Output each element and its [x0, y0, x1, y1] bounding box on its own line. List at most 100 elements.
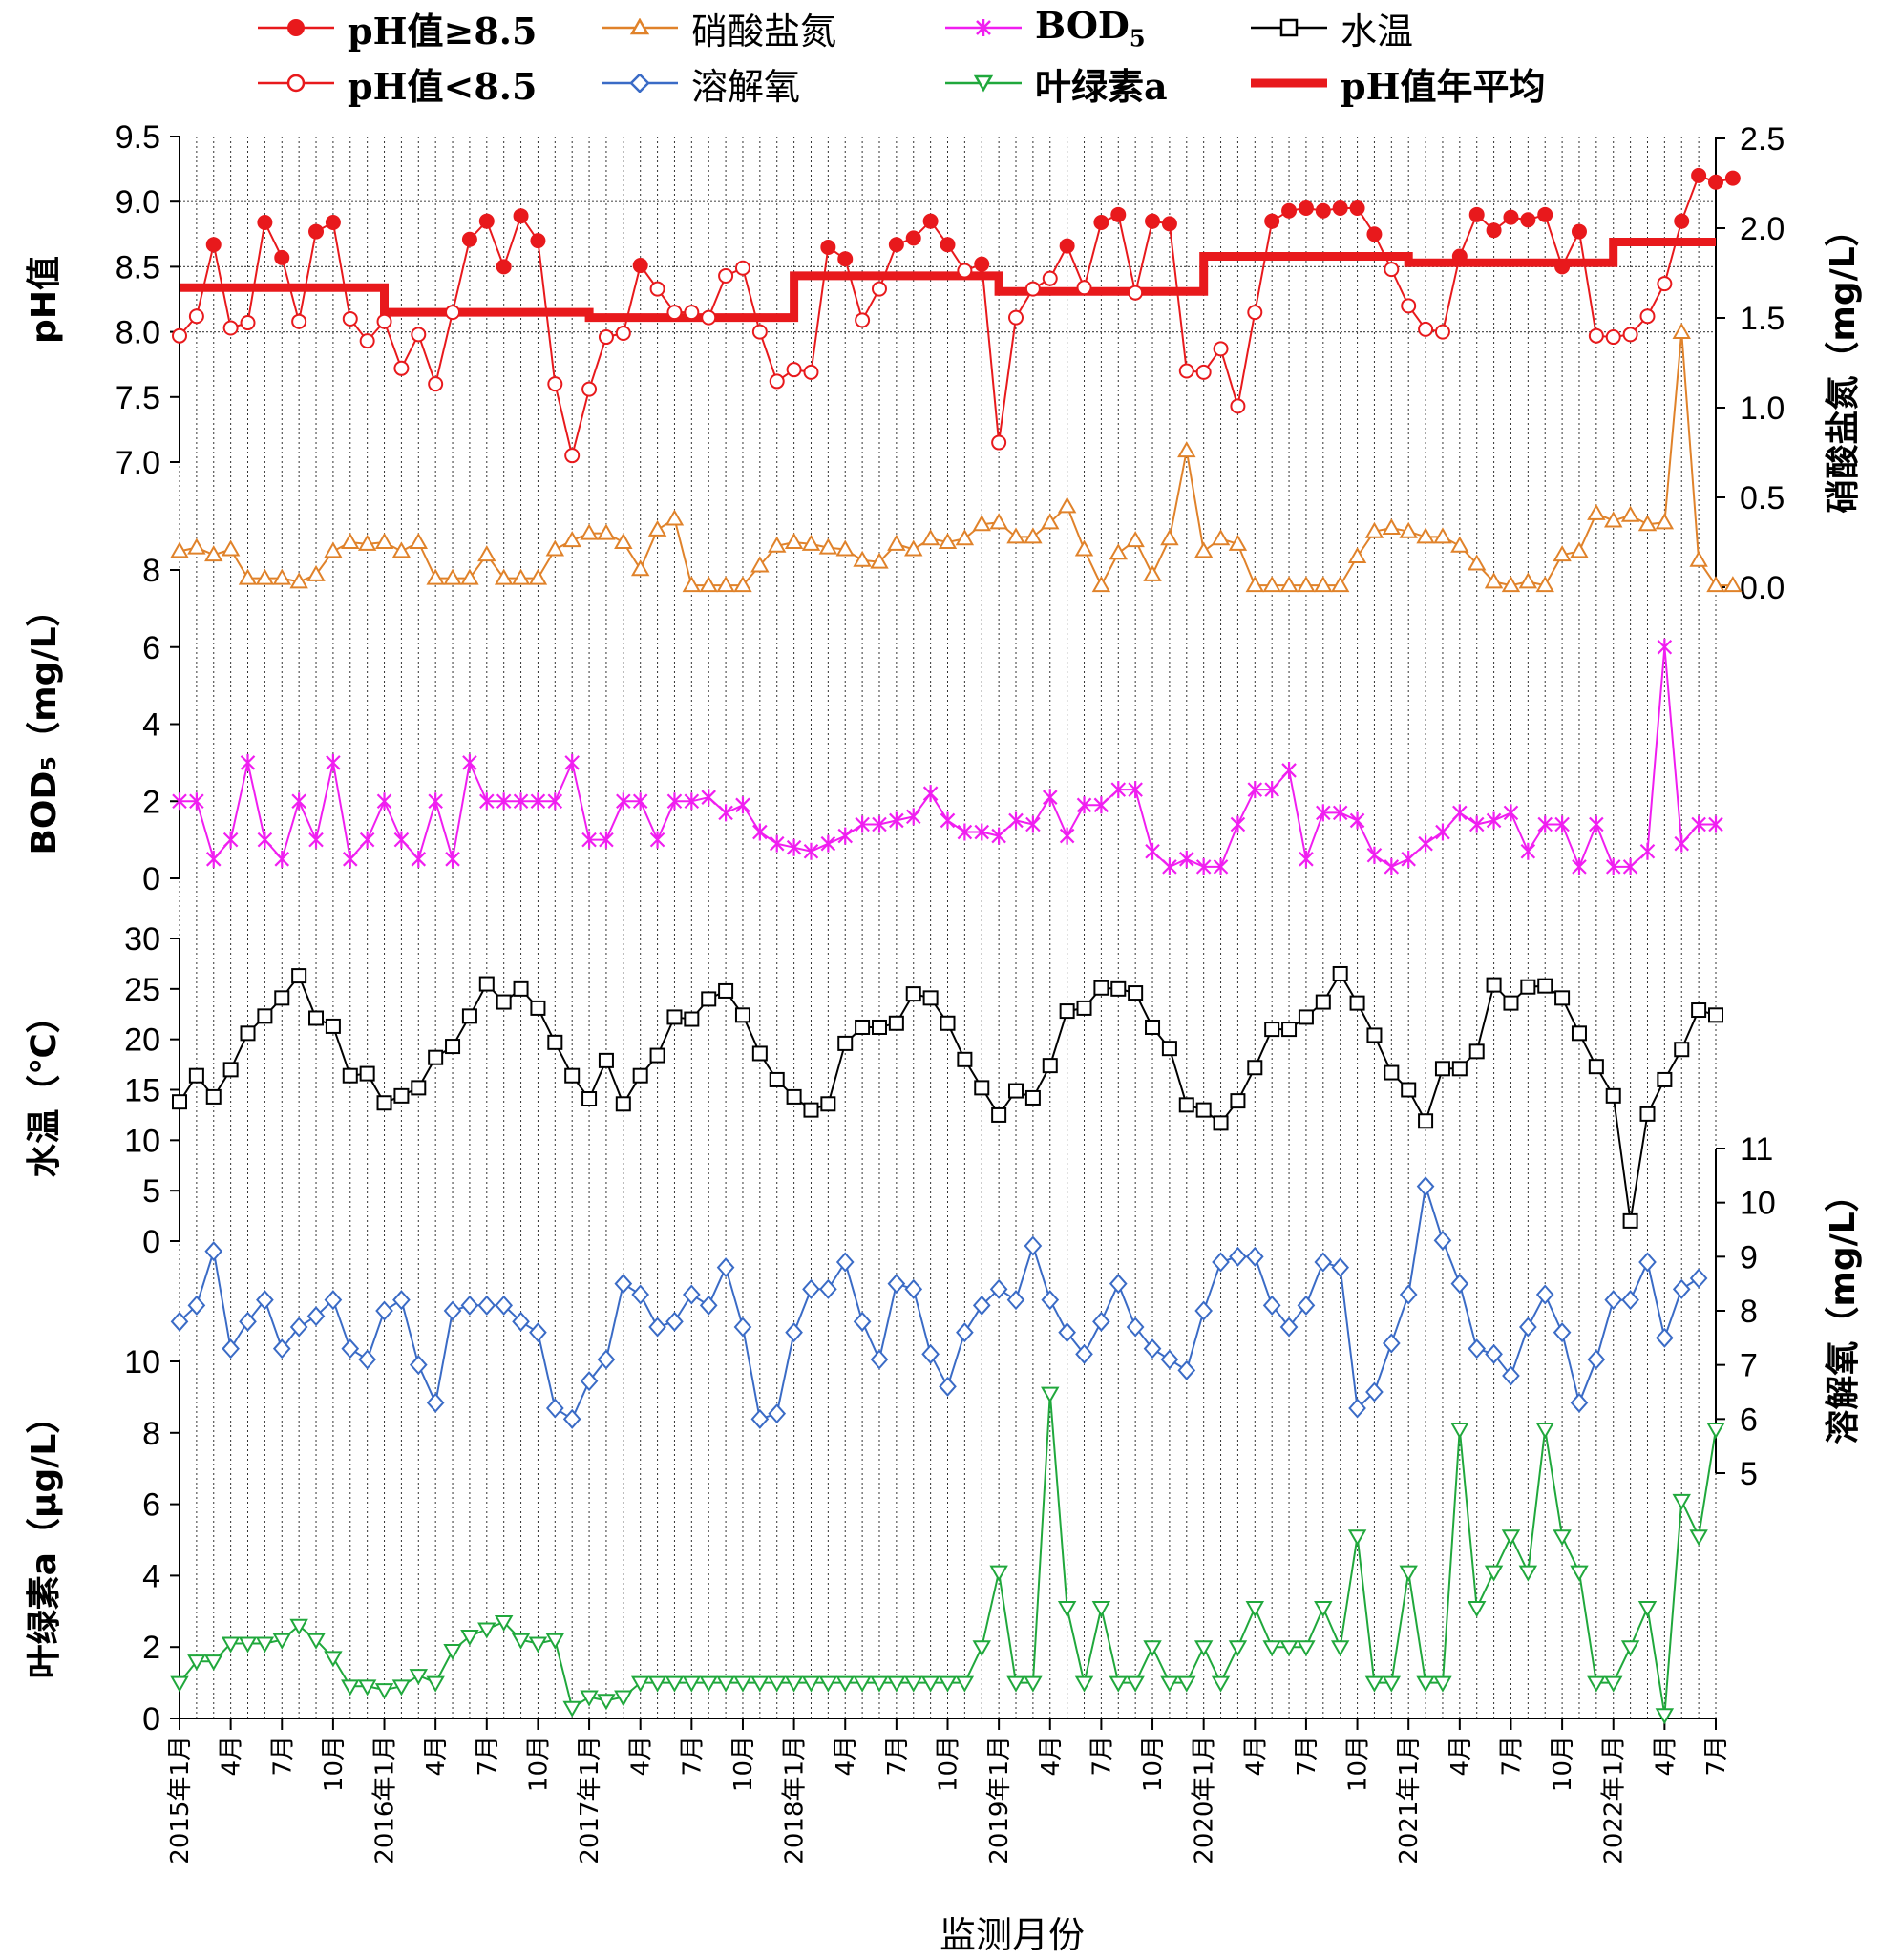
do-point	[699, 1295, 718, 1316]
do-point	[887, 1274, 906, 1295]
ph-point-low	[222, 320, 239, 336]
ph-point-high	[837, 251, 854, 267]
chla-point	[972, 1640, 991, 1657]
do-point	[1143, 1338, 1162, 1359]
ph-point-low	[871, 281, 887, 297]
x-tick-label: 4月	[422, 1736, 451, 1777]
chla-point	[1041, 1386, 1060, 1403]
ph-point-high	[461, 231, 477, 247]
bod-point	[855, 815, 870, 833]
do-point	[443, 1300, 462, 1321]
bod-point	[1520, 842, 1536, 860]
ph-point-low	[393, 360, 410, 376]
ph-point-high	[1503, 209, 1519, 225]
temp-point	[820, 1096, 836, 1112]
nitrate-point	[204, 545, 223, 562]
ph-point-high	[1724, 170, 1741, 186]
do-point	[614, 1274, 633, 1295]
temp-axis-title: 水温（℃）	[25, 999, 64, 1178]
diamond-marker-icon	[602, 74, 678, 93]
temp-tick-label: 15	[124, 1073, 160, 1109]
nitrate-point	[904, 539, 923, 557]
nitrate-point	[272, 568, 291, 585]
chla-point	[204, 1654, 223, 1672]
legend-label-chla: 叶绿素a	[1035, 64, 1168, 108]
do-point	[306, 1306, 326, 1327]
chla-point	[289, 1618, 308, 1635]
chla-point	[955, 1675, 975, 1693]
ph-point-low	[1178, 363, 1194, 379]
nitrate-point	[1467, 554, 1487, 571]
ph-point-low	[769, 373, 785, 390]
chla-point	[853, 1675, 872, 1693]
temp-point	[1708, 1007, 1723, 1023]
temp-point	[991, 1106, 1007, 1123]
chla-point	[1416, 1675, 1435, 1693]
do-point	[1468, 1338, 1487, 1359]
chla-point	[665, 1675, 685, 1693]
bod-point	[1674, 834, 1690, 853]
bod-point	[564, 753, 580, 771]
do-point	[1672, 1278, 1691, 1299]
do-point	[1245, 1246, 1264, 1267]
nitrate-point	[426, 568, 445, 585]
do-point	[682, 1284, 701, 1305]
bod-point	[343, 850, 358, 868]
ph-point-high	[1520, 212, 1536, 228]
open-circle-marker-icon	[258, 74, 334, 93]
legend-item-bod: BOD5	[945, 2, 1146, 53]
x-tick-label: 4月	[627, 1736, 656, 1777]
bod-point	[205, 850, 222, 868]
temp-point	[1622, 1212, 1638, 1229]
bod-point	[428, 792, 443, 811]
do-point	[1348, 1398, 1366, 1419]
nitrate-point	[1262, 576, 1281, 593]
ph-point-low	[547, 376, 563, 392]
chla-point	[341, 1679, 360, 1697]
ph-tick-label: 7.5	[116, 380, 160, 416]
temp-point	[1537, 978, 1553, 994]
nitrate-point	[1689, 550, 1708, 567]
chla-point	[989, 1565, 1008, 1582]
do-point	[785, 1322, 803, 1343]
x-tick-label: 2021年1月	[1395, 1736, 1424, 1865]
bod-point	[257, 831, 273, 849]
do-point	[716, 1257, 735, 1278]
chla-point	[1587, 1675, 1606, 1693]
x-tick-label: 4月	[1651, 1736, 1679, 1777]
ph-point-high	[974, 256, 990, 272]
legend-label-ph-avg: pH值年平均	[1341, 64, 1546, 108]
temp-point	[1128, 985, 1144, 1001]
chla-point	[1535, 1423, 1554, 1440]
bod-tick-label: 2	[142, 784, 160, 820]
temp-tick-label: 10	[124, 1123, 160, 1159]
chla-point	[324, 1651, 343, 1668]
bod-point	[684, 792, 700, 811]
ph-point-high	[1571, 223, 1587, 240]
bod-series	[172, 638, 1723, 875]
bod-point	[411, 850, 427, 868]
ph-point-low	[1008, 309, 1024, 326]
temp-point	[1161, 1041, 1177, 1057]
bod-point	[1708, 815, 1723, 833]
nitrate-point	[391, 541, 412, 558]
nitrate-point	[1655, 513, 1675, 530]
chla-point	[1706, 1423, 1725, 1440]
do-tick-label: 5	[1740, 1456, 1758, 1492]
bod-point	[1264, 781, 1279, 799]
ph-point-low	[1639, 308, 1656, 325]
chla-point	[904, 1675, 923, 1693]
chla-point	[255, 1636, 275, 1654]
do-point	[1433, 1230, 1452, 1251]
legend-label-do: 溶解氧	[691, 65, 801, 108]
x-tick-label: 10月	[524, 1736, 553, 1792]
temp-point	[581, 1091, 598, 1107]
temp-point	[1674, 1042, 1690, 1058]
temp-point	[445, 1039, 461, 1055]
square-marker-icon	[1251, 18, 1327, 37]
x-tick-label: 7月	[268, 1736, 297, 1777]
temp-point	[1093, 980, 1109, 996]
x-axis-title: 监测月份	[940, 1914, 1085, 1956]
temp-series	[172, 965, 1723, 1229]
bod-point	[393, 831, 410, 849]
